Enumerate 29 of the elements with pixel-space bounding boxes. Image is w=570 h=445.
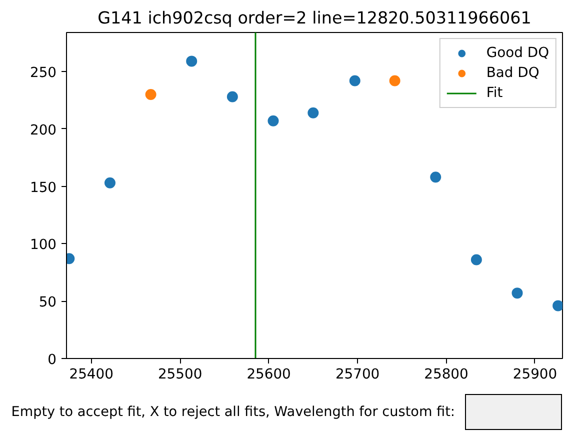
x-tick-label: 25500 [158,366,202,382]
y-tick-label: 200 [30,122,57,138]
point [268,115,279,126]
chart-title: G141 ich902csq order=2 line=12820.50311966061 [98,8,532,28]
point [389,75,400,86]
text: Empty to accept fit, X to reject all fits, Wavelength for custom fit: [11,403,455,422]
point [104,177,116,188]
x-tick-label: 25900 [512,366,558,382]
point [430,172,442,183]
point [349,75,360,86]
x-tick-label: 25800 [424,366,468,382]
x-tick-label: 25600 [246,366,291,382]
x-tick-label: 25400 [69,366,114,382]
point [186,56,198,67]
y-tick-label: 250 [30,65,57,82]
point [552,300,562,312]
point [226,91,238,102]
y-tick-label: 50 [38,294,57,311]
x-tick-label: 25700 [335,366,380,382]
point [470,254,482,266]
point [145,88,156,100]
point [308,107,319,118]
y-tick-label: 100 [30,237,57,254]
y-tick-label: 150 [30,180,57,196]
y-tick-label: 0 [48,352,57,368]
legend-label: Fit [486,85,504,101]
legend-label: Good DQ [486,45,549,61]
point [512,288,523,299]
legend-label: Bad DQ [486,65,540,81]
